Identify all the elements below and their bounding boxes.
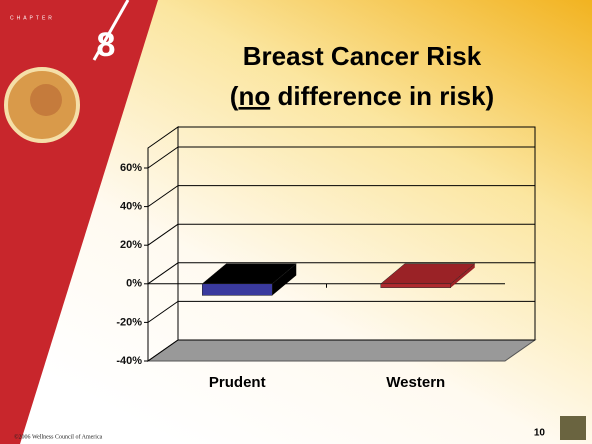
bar xyxy=(202,283,273,296)
grid-line xyxy=(147,185,179,208)
subtitle-part: ( xyxy=(230,81,239,111)
grid-line xyxy=(147,339,179,362)
y-tick-label: -20% xyxy=(116,316,142,328)
logo xyxy=(560,416,586,440)
floor xyxy=(146,339,537,362)
chapter-number: 8 xyxy=(97,26,116,64)
y-tick-label: 40% xyxy=(120,201,142,213)
bar xyxy=(380,283,451,288)
copyright: ©2006 Wellness Council of America xyxy=(14,433,103,440)
chart-title: Breast Cancer Risk xyxy=(243,41,482,71)
chapter-label: CHAPTER xyxy=(10,15,55,21)
subtitle-part: difference in risk) xyxy=(270,81,494,111)
x-tick-label: Prudent xyxy=(209,374,266,391)
illustration-face xyxy=(30,84,62,116)
bar-side xyxy=(450,263,475,288)
y-tick-label: 60% xyxy=(120,162,142,174)
subtitle-emphasis: no xyxy=(238,81,270,111)
bar-side xyxy=(272,263,297,296)
chart-subtitle: (no difference in risk) xyxy=(230,81,494,111)
page-number: 10 xyxy=(534,428,546,439)
grid-line xyxy=(147,223,179,246)
grid-line xyxy=(147,146,179,169)
y-tick-label: 20% xyxy=(120,239,142,251)
x-tick-label: Western xyxy=(386,374,445,391)
y-tick-label: 0% xyxy=(126,278,142,290)
y-tick-label: -40% xyxy=(116,355,142,367)
grid-line xyxy=(147,262,179,285)
plot: -40% -20% 0% 20% 40% 60% Prudent Western xyxy=(116,126,537,391)
grid-line xyxy=(147,300,179,323)
band-stripe xyxy=(92,0,130,61)
